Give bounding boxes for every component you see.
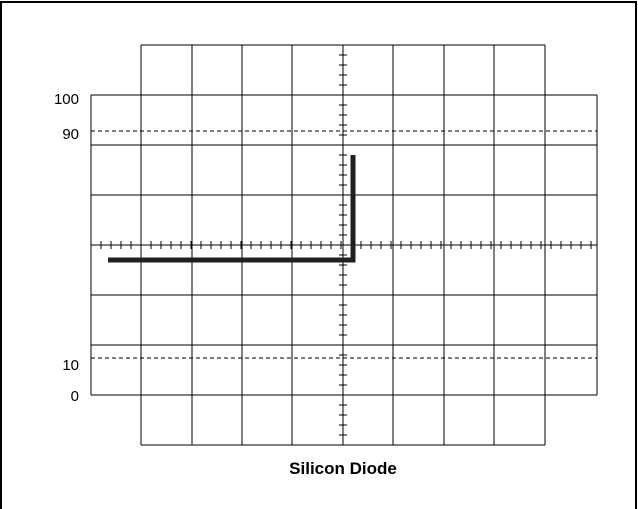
level-label-10: 10 [62,357,79,374]
level-label-0: 0 [71,388,79,405]
level-label-90: 90 [62,126,79,143]
graticule [90,44,598,446]
level-label-100: 100 [54,91,79,108]
diode-trace [108,155,356,263]
figure-caption: Silicon Diode [289,459,397,478]
